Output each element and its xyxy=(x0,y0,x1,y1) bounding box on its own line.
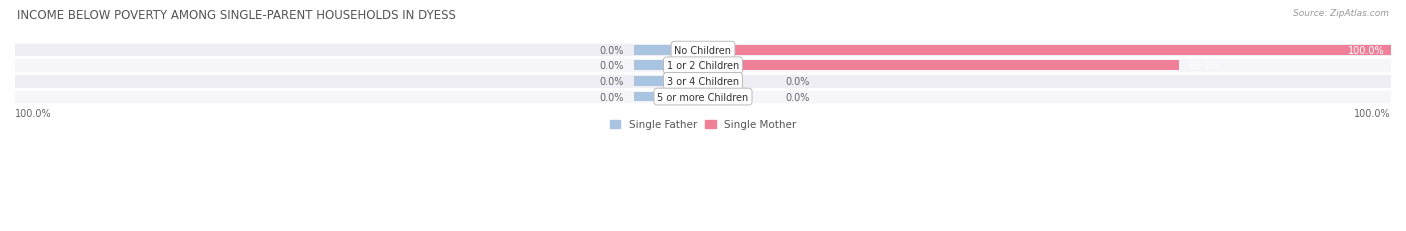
Bar xyxy=(703,46,1391,55)
Text: No Children: No Children xyxy=(675,46,731,55)
Text: 5 or more Children: 5 or more Children xyxy=(658,92,748,102)
Text: 0.0%: 0.0% xyxy=(599,46,624,55)
Text: 3 or 4 Children: 3 or 4 Children xyxy=(666,77,740,87)
Bar xyxy=(634,61,703,71)
Text: INCOME BELOW POVERTY AMONG SINGLE-PARENT HOUSEHOLDS IN DYESS: INCOME BELOW POVERTY AMONG SINGLE-PARENT… xyxy=(17,9,456,22)
Text: 69.2%: 69.2% xyxy=(1189,61,1220,71)
Text: 1 or 2 Children: 1 or 2 Children xyxy=(666,61,740,71)
Text: 0.0%: 0.0% xyxy=(786,92,810,102)
Bar xyxy=(703,61,1180,71)
Text: 0.0%: 0.0% xyxy=(599,61,624,71)
Bar xyxy=(15,58,1391,74)
Bar xyxy=(15,89,1391,105)
Bar xyxy=(15,43,1391,58)
Text: 100.0%: 100.0% xyxy=(1347,46,1384,55)
Bar xyxy=(634,92,703,102)
Bar xyxy=(15,74,1391,89)
Bar xyxy=(634,46,703,55)
Text: Source: ZipAtlas.com: Source: ZipAtlas.com xyxy=(1294,9,1389,18)
Text: 100.0%: 100.0% xyxy=(15,109,52,119)
Legend: Single Father, Single Mother: Single Father, Single Mother xyxy=(606,116,800,134)
Text: 0.0%: 0.0% xyxy=(786,77,810,87)
Text: 0.0%: 0.0% xyxy=(599,92,624,102)
Bar xyxy=(634,77,703,86)
Text: 0.0%: 0.0% xyxy=(599,77,624,87)
Text: 100.0%: 100.0% xyxy=(1354,109,1391,119)
